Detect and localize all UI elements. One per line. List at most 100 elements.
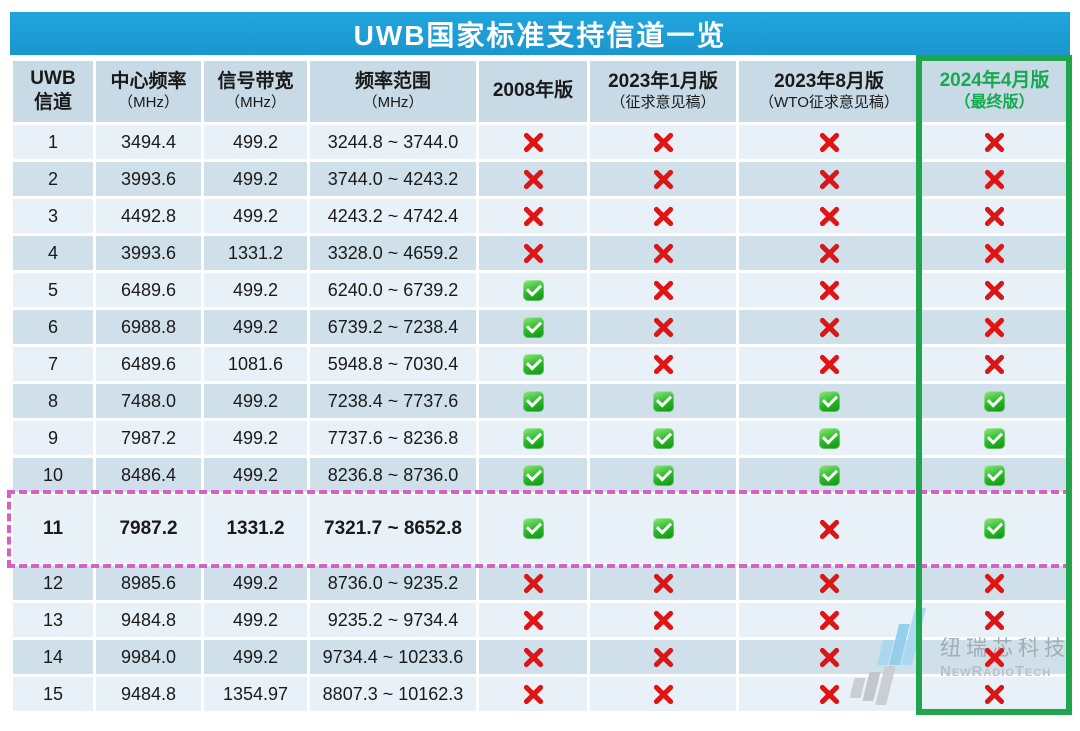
table-cell: 6489.6 (96, 347, 201, 381)
table-row-channel-12: 12 8985.6 499.2 8736.0 ~ 9235.2 (13, 566, 1067, 600)
cross-icon (818, 518, 841, 541)
check-icon (522, 353, 544, 375)
table-cell: 499.2 (204, 273, 307, 307)
table-row-channel-9: 9 7987.2 499.2 7737.6 ~ 8236.8 (13, 421, 1067, 455)
table-cell: 499.2 (204, 125, 307, 159)
table-row-channel-11: 11 7987.2 1331.2 7321.7 ~ 8652.8 (13, 495, 1067, 563)
table-cell: 3993.6 (96, 162, 201, 196)
column-header-label: 2023年1月版 (608, 70, 718, 92)
table-cell (739, 421, 919, 455)
table-cell: 5948.8 ~ 7030.4 (310, 347, 476, 381)
table-cell: 12 (13, 566, 93, 600)
table-cell: 3494.4 (96, 125, 201, 159)
table-cell: 499.2 (204, 458, 307, 492)
table-cell (739, 566, 919, 600)
check-icon (984, 518, 1005, 540)
column-header-7: 2023年8月版 （WTO征求意见稿） (739, 61, 919, 122)
column-header-sublabel: （MHz） (362, 93, 424, 111)
column-header-5: 2008年版 (479, 61, 587, 122)
cross-icon (818, 279, 841, 302)
table-cell: 8 (13, 384, 93, 418)
table-cell (479, 677, 587, 711)
table-cell (922, 162, 1067, 196)
uwb-channel-table: UWB 信道 中心频率 （MHz） 信号带宽 （MHz） 频率范围 （MHz） 2008年版 20… (10, 58, 1070, 714)
cross-icon (983, 168, 1006, 191)
check-icon (522, 518, 544, 540)
table-cell: 3244.8 ~ 3744.0 (310, 125, 476, 159)
cross-icon (522, 646, 545, 669)
cross-icon (652, 316, 675, 339)
table-cell: 3744.0 ~ 4243.2 (310, 162, 476, 196)
table-cell (479, 199, 587, 233)
table-cell (739, 458, 919, 492)
table-cell (479, 125, 587, 159)
table-cell (479, 384, 587, 418)
cross-icon (522, 205, 545, 228)
cross-icon (818, 609, 841, 632)
table-cell (479, 273, 587, 307)
table-cell: 7 (13, 347, 93, 381)
cross-icon (522, 242, 545, 265)
table-cell: 4243.2 ~ 4742.4 (310, 199, 476, 233)
cross-icon (818, 316, 841, 339)
table-cell (922, 384, 1067, 418)
table-cell (739, 125, 919, 159)
table-row-channel-3: 3 4492.8 499.2 4243.2 ~ 4742.4 (13, 199, 1067, 233)
table-cell (590, 566, 736, 600)
table-cell: 1354.97 (204, 677, 307, 711)
table-cell: 1081.6 (204, 347, 307, 381)
table-cell (922, 125, 1067, 159)
table-cell (590, 640, 736, 674)
cross-icon (983, 646, 1006, 669)
table-cell: 8236.8 ~ 8736.0 (310, 458, 476, 492)
column-header-8: 2024年4月版 （最终版） (922, 61, 1067, 122)
table-cell (922, 495, 1067, 563)
column-header-sublabel: （征求意见稿） (610, 93, 716, 111)
table-cell: 11 (13, 495, 93, 563)
table-cell: 499.2 (204, 640, 307, 674)
column-header-label: 2023年8月版 (774, 70, 884, 92)
table-cell (739, 347, 919, 381)
table-cell: 4 (13, 236, 93, 270)
table-cell (739, 273, 919, 307)
column-header-1: UWB 信道 (13, 61, 93, 122)
table-cell (479, 162, 587, 196)
table-cell (479, 603, 587, 637)
cross-icon (522, 131, 545, 154)
table-cell (590, 236, 736, 270)
table-cell: 499.2 (204, 421, 307, 455)
table-cell: 7987.2 (96, 421, 201, 455)
table-cell: 10 (13, 458, 93, 492)
cross-icon (522, 572, 545, 595)
column-header-3: 信号带宽 （MHz） (204, 61, 307, 122)
column-header-label: 2008年版 (492, 80, 574, 102)
column-header-sublabel: （MHz） (225, 93, 286, 111)
cross-icon (818, 683, 841, 706)
cross-icon (652, 609, 675, 632)
table-cell (590, 310, 736, 344)
table-cell (922, 310, 1067, 344)
column-header-label: UWB (30, 68, 76, 90)
table-cell (590, 125, 736, 159)
cross-icon (818, 242, 841, 265)
table-cell (922, 347, 1067, 381)
table-row-channel-13: 13 9484.8 499.2 9235.2 ~ 9734.4 (13, 603, 1067, 637)
check-icon (522, 390, 544, 412)
table-cell (739, 677, 919, 711)
table-cell (739, 236, 919, 270)
table-cell (590, 199, 736, 233)
table-cell (922, 640, 1067, 674)
table-cell (590, 495, 736, 563)
table-cell: 8807.3 ~ 10162.3 (310, 677, 476, 711)
table-cell (739, 199, 919, 233)
check-icon (652, 464, 674, 486)
table-cell (739, 603, 919, 637)
cross-icon (983, 131, 1006, 154)
table-cell: 7737.6 ~ 8236.8 (310, 421, 476, 455)
cross-icon (522, 609, 545, 632)
cross-icon (983, 242, 1006, 265)
title-bar: UWB国家标准支持信道一览 (10, 12, 1070, 55)
cross-icon (983, 279, 1006, 302)
cross-icon (652, 131, 675, 154)
table-cell: 7238.4 ~ 7737.6 (310, 384, 476, 418)
